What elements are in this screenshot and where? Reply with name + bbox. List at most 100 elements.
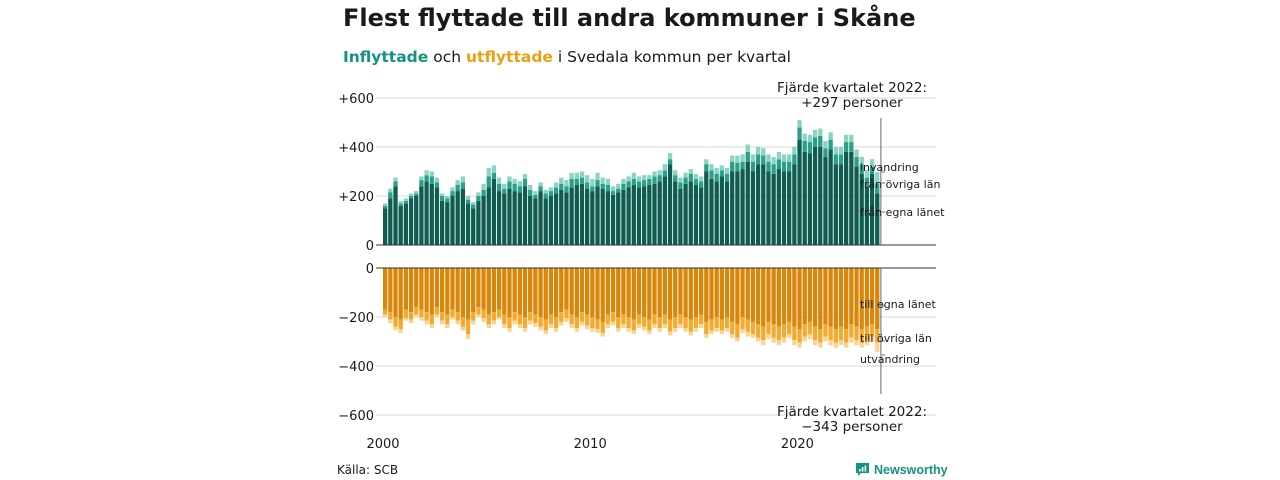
- bar-out-0: [864, 268, 870, 327]
- bar-in-2: [719, 165, 724, 171]
- bar-out-2: [569, 324, 574, 329]
- bar-in-0: [828, 149, 833, 245]
- bar-in-2: [408, 193, 414, 196]
- bar-in-2: [471, 202, 476, 205]
- annotation-bottom-line1: Fjärde kvartalet 2022:: [777, 404, 927, 420]
- bar-in-0: [408, 198, 414, 245]
- bar-out-1: [740, 317, 745, 330]
- bar-in-2: [709, 164, 714, 171]
- bar-out-0: [688, 268, 693, 320]
- bar-in-0: [574, 184, 579, 245]
- bar-in-1: [833, 154, 838, 165]
- bar-out-1: [854, 326, 859, 341]
- bar-out-2: [693, 328, 699, 332]
- y-tick-label: −200: [338, 311, 374, 326]
- bar-in-1: [652, 176, 657, 184]
- bar-in-1: [455, 184, 460, 192]
- bar-out-1: [383, 309, 388, 315]
- bar-out-2: [823, 336, 828, 342]
- bar-in-1: [667, 159, 673, 165]
- bar-in-0: [776, 169, 781, 245]
- bar-in-1: [698, 181, 704, 188]
- bar-out-1: [667, 319, 673, 332]
- bar-out-2: [553, 328, 559, 332]
- bar-in-2: [450, 187, 455, 192]
- bar-out-2: [543, 330, 548, 335]
- bar-in-2: [383, 203, 388, 206]
- bar-out-2: [657, 328, 662, 332]
- bar-out-2: [398, 329, 403, 333]
- bar-in-0: [854, 166, 859, 245]
- bar-out-1: [403, 309, 409, 319]
- bar-in-1: [704, 164, 709, 172]
- bar-in-1: [476, 196, 481, 201]
- bar-in-0: [465, 203, 471, 245]
- outflow-bars: [383, 268, 880, 353]
- bar-out-2: [854, 340, 859, 346]
- bar-in-1: [647, 178, 652, 185]
- bar-in-1: [657, 175, 662, 182]
- bar-out-0: [719, 268, 724, 320]
- bar-out-2: [507, 328, 512, 332]
- bar-out-1: [678, 314, 683, 325]
- bar-in-2: [771, 156, 776, 165]
- bar-out-1: [771, 324, 776, 338]
- bar-in-0: [610, 194, 616, 245]
- series-label: invandring: [860, 161, 919, 174]
- bar-in-0: [600, 188, 605, 245]
- bar-out-2: [709, 330, 714, 335]
- bar-out-1: [429, 314, 434, 325]
- bar-in-0: [818, 147, 823, 245]
- bar-out-2: [787, 334, 792, 338]
- bar-out-0: [471, 268, 476, 313]
- bar-out-0: [761, 268, 766, 327]
- bar-out-0: [673, 268, 678, 317]
- bar-in-0: [616, 192, 621, 245]
- bar-in-0: [667, 164, 673, 245]
- bar-in-2: [688, 169, 693, 174]
- bar-in-0: [631, 184, 636, 245]
- bar-out-2: [538, 326, 543, 331]
- bar-in-1: [683, 177, 688, 184]
- brand[interactable]: Newsworthy: [855, 462, 948, 477]
- bar-in-2: [652, 171, 657, 177]
- bar-in-1: [745, 151, 750, 162]
- bar-in-0: [698, 187, 704, 245]
- bar-out-1: [471, 312, 476, 321]
- bar-out-0: [636, 268, 642, 315]
- bar-out-0: [605, 268, 611, 315]
- bar-in-1: [445, 198, 450, 203]
- bar-out-1: [517, 314, 522, 325]
- bar-out-2: [388, 319, 393, 324]
- bar-out-1: [807, 321, 813, 335]
- bar-in-2: [403, 198, 409, 201]
- bar-in-2: [579, 171, 585, 178]
- bar-in-1: [854, 156, 859, 167]
- bar-in-1: [766, 161, 771, 172]
- bar-out-2: [403, 318, 409, 321]
- bar-in-1: [471, 204, 476, 209]
- bar-out-1: [755, 324, 761, 338]
- bar-in-2: [807, 134, 813, 143]
- bar-in-1: [595, 180, 600, 187]
- bar-in-2: [838, 147, 844, 155]
- bar-in-1: [818, 135, 823, 147]
- bar-out-0: [424, 268, 429, 313]
- bar-out-2: [828, 340, 833, 346]
- bar-out-2: [445, 324, 450, 329]
- bar-in-1: [559, 183, 564, 190]
- bar-out-1: [693, 317, 699, 329]
- bar-out-1: [548, 314, 554, 325]
- bar-in-1: [807, 142, 813, 154]
- bar-out-2: [636, 324, 642, 329]
- bar-out-2: [486, 324, 491, 329]
- bar-out-1: [626, 317, 631, 329]
- bar-in-1: [533, 194, 538, 199]
- bar-out-2: [460, 326, 465, 331]
- bar-in-1: [859, 164, 864, 174]
- bar-in-1: [673, 175, 678, 182]
- bar-in-2: [859, 156, 864, 165]
- bar-in-2: [642, 175, 647, 181]
- bar-in-0: [471, 208, 476, 245]
- bar-in-2: [818, 128, 823, 136]
